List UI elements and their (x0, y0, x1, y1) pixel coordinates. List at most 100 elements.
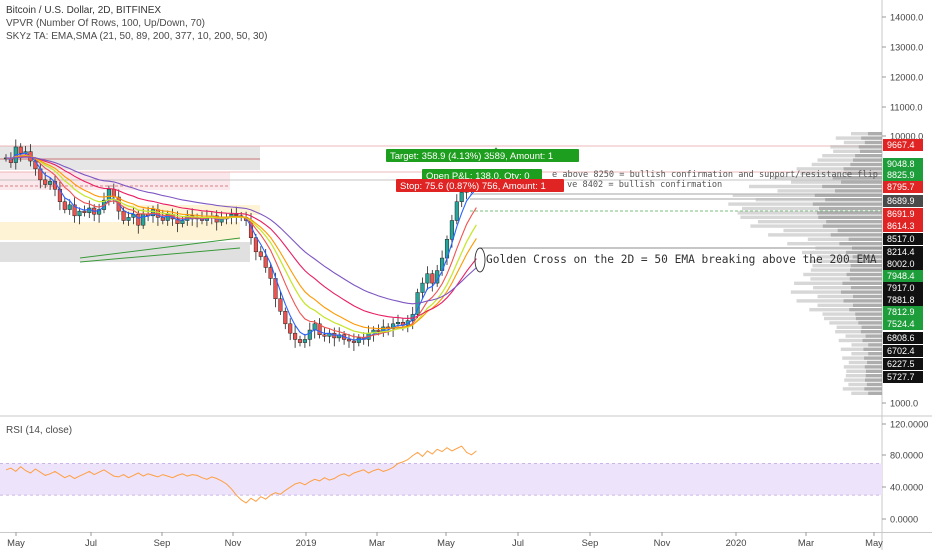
price-label: 8517.0 (887, 234, 915, 244)
price-tick-label: 13000.0 (890, 43, 923, 53)
golden-cross-marker (474, 247, 486, 273)
candle-body (141, 214, 146, 226)
volume-bar (755, 198, 882, 202)
volume-bar (728, 202, 882, 206)
price-label-box (883, 270, 923, 282)
candle-body (43, 179, 48, 185)
price-label: 6227.5 (887, 359, 915, 369)
candle-body (346, 339, 352, 342)
stop-label-group: Stop: 75.6 (0.87%) 756, Amount: 1 (396, 179, 564, 192)
volume-bar (811, 162, 882, 167)
candle-body (317, 323, 322, 336)
volume-bar-down (849, 268, 882, 272)
candle-body (278, 298, 283, 312)
volume-bar-down (849, 308, 882, 312)
price-label: 6808.6 (887, 333, 915, 343)
volume-bar-down (822, 184, 882, 189)
stop-label-box (396, 179, 564, 192)
price-tick-label: 14000.0 (890, 13, 923, 23)
volume-bar (822, 312, 882, 316)
volume-bar (809, 259, 882, 263)
volume-bar (817, 294, 882, 299)
volume-bar-down (852, 303, 882, 307)
volume-bar-down (865, 369, 882, 373)
time-tick-label: Nov (654, 537, 671, 548)
open-pl-label[interactable]: Open P&L: 138.0, Qty: 0 (426, 171, 530, 182)
volume-bar-down (845, 171, 882, 175)
volume-bar-down (852, 294, 882, 299)
volume-bar (843, 365, 882, 369)
volume-bar (796, 299, 882, 303)
stop-label[interactable]: Stop: 75.6 (0.87%) 756, Amount: 1 (400, 181, 546, 192)
volume-bar-down (812, 202, 882, 206)
price-label: 5727.7 (887, 372, 915, 382)
price-label: 8825.9 (887, 170, 915, 180)
rsi-line (5, 445, 477, 504)
volume-bar-down (868, 352, 882, 356)
volume-bar-down (852, 158, 882, 162)
candle-body (376, 329, 381, 332)
volume-bar-down (846, 250, 882, 255)
volume-bar (817, 303, 882, 307)
price-label-box (883, 220, 923, 232)
candle-body (430, 273, 435, 284)
chart-title[interactable]: Bitcoin / U.S. Dollar, 2D, BITFINEX (6, 5, 162, 16)
price-label-box (883, 306, 923, 318)
trendline-green-2 (79, 247, 241, 263)
open-pl-label-group: Open P&L: 138.0, Qty: 0 (422, 169, 542, 182)
time-tick-label: May (865, 537, 883, 548)
volume-bar-down (864, 356, 882, 360)
volume-bar-down (841, 180, 882, 184)
candle-body (18, 146, 23, 154)
volume-bar (846, 369, 882, 373)
rsi-tick-label: 80.0000 (890, 451, 923, 461)
price-label: 7524.4 (887, 319, 915, 329)
price-label-box (883, 371, 923, 383)
price-label: 9667.4 (887, 140, 915, 150)
volume-bar-down (860, 149, 882, 153)
volume-bar-down (839, 242, 882, 246)
chart-legend: Bitcoin / U.S. Dollar, 2D, BITFINEX VPVR… (6, 4, 267, 43)
volume-bar-down (849, 277, 882, 281)
candle-body (234, 214, 239, 217)
volume-bar (816, 255, 882, 259)
vpvr-legend[interactable]: VPVR (Number Of Rows, 100, Up/Down, 70) (6, 18, 205, 29)
ema-50-line (5, 155, 477, 330)
volume-bar (772, 176, 882, 180)
target-label[interactable]: Target: 358.9 (4.13%) 3589, Amount: 1 (390, 151, 553, 162)
volume-bar (851, 343, 882, 347)
candle-body (136, 214, 141, 226)
time-tick-label: Jul (512, 537, 524, 548)
price-label: 8214.4 (887, 247, 915, 257)
volume-bar (749, 184, 882, 189)
volume-bar-down (861, 136, 882, 140)
candle-body (48, 181, 53, 185)
volume-bar-down (843, 299, 882, 303)
volume-bar-down (858, 145, 882, 149)
volume-bar (833, 149, 882, 153)
price-label-box (883, 345, 923, 357)
candle-body (283, 311, 288, 325)
volume-bar (845, 374, 882, 378)
volume-bar-down (834, 189, 882, 193)
volume-bar-down (862, 338, 882, 343)
price-label-box (883, 282, 923, 294)
price-label-box (883, 318, 923, 330)
volume-bar-down (864, 378, 882, 382)
volume-bar (836, 325, 882, 329)
volume-bar-down (868, 343, 882, 347)
price-label: 8614.3 (887, 221, 915, 231)
time-tick-label: Mar (369, 537, 385, 548)
price-tick-label: 12000.0 (890, 73, 923, 83)
candle-body (77, 210, 82, 217)
rsi-legend[interactable]: RSI (14, close) (6, 425, 73, 436)
price-label-box (883, 246, 923, 258)
volume-bar-down (861, 325, 882, 329)
volume-bar (822, 154, 882, 158)
open-pl-label-box (422, 169, 542, 182)
trendline-green (79, 237, 241, 259)
skyz-legend[interactable]: SKYz TA: EMA,SMA (21, 50, 89, 200, 377, … (6, 31, 268, 42)
price-label: 7948.4 (887, 271, 915, 281)
candle-body (180, 220, 185, 224)
